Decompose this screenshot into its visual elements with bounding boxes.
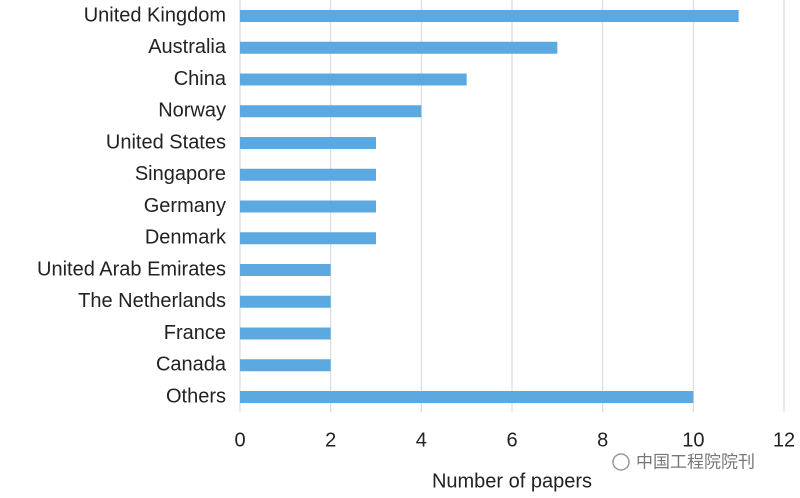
bar bbox=[240, 327, 331, 340]
y-tick-label: Singapore bbox=[135, 163, 226, 185]
bar bbox=[240, 359, 331, 372]
bar bbox=[240, 137, 376, 149]
y-tick-label: Canada bbox=[156, 354, 227, 376]
x-tick-label: 10 bbox=[682, 429, 704, 451]
y-tick-label: United Arab Emirates bbox=[37, 258, 226, 280]
x-tick-label: 4 bbox=[416, 429, 427, 451]
x-tick-label: 0 bbox=[234, 429, 245, 451]
y-tick-label: France bbox=[164, 322, 226, 344]
x-axis-title: Number of papers bbox=[432, 470, 592, 492]
bar bbox=[240, 41, 558, 54]
y-tick-label: Norway bbox=[158, 100, 226, 122]
y-tick-label: Others bbox=[166, 385, 226, 407]
bar bbox=[240, 10, 739, 22]
bar bbox=[240, 73, 467, 86]
watermark: 中国工程院院刊 bbox=[612, 452, 755, 471]
watermark-icon bbox=[612, 453, 630, 471]
bar bbox=[240, 232, 376, 245]
watermark-text: 中国工程院院刊 bbox=[636, 452, 755, 471]
y-tick-label: The Netherlands bbox=[78, 290, 226, 312]
y-tick-label: United Kingdom bbox=[84, 4, 226, 26]
x-tick-label: 6 bbox=[506, 429, 517, 451]
bar bbox=[240, 168, 376, 181]
y-tick-label: China bbox=[174, 68, 227, 90]
bar bbox=[240, 264, 331, 276]
bar bbox=[240, 391, 694, 403]
bar bbox=[240, 295, 331, 308]
x-tick-label: 8 bbox=[597, 429, 608, 451]
bar bbox=[240, 200, 376, 213]
x-tick-label: 12 bbox=[773, 429, 795, 451]
y-tick-label: Germany bbox=[144, 195, 226, 217]
y-tick-label: Australia bbox=[148, 36, 227, 58]
x-tick-label: 2 bbox=[325, 429, 336, 451]
y-tick-label: Denmark bbox=[145, 227, 227, 249]
y-tick-label: United States bbox=[106, 131, 226, 153]
bar bbox=[240, 105, 422, 118]
